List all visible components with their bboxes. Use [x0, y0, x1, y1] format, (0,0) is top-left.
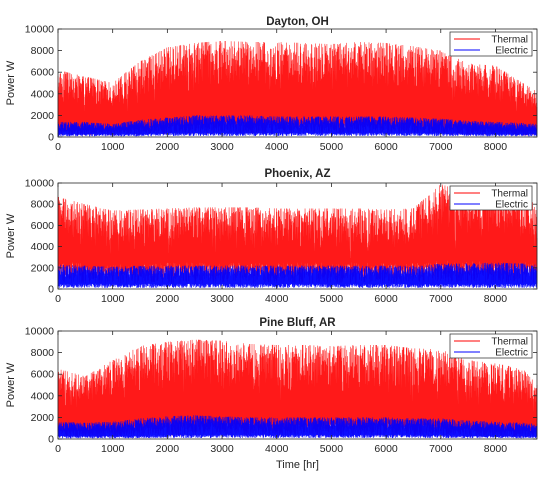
legend-label: Thermal	[491, 337, 528, 348]
y-tick-label: 2000	[31, 262, 55, 274]
y-tick-label: 2000	[31, 110, 55, 122]
legend-box	[449, 333, 533, 359]
panel-pine-bluff: Pine Bluff, AR Power W Time [hr] 0 1000 20…	[5, 317, 538, 471]
y-tick-label: 6000	[31, 369, 55, 381]
series-thermal	[57, 339, 538, 438]
series-traces	[57, 339, 538, 439]
x-tick-label: 3000	[210, 141, 234, 153]
y-axis-label: Power W	[5, 60, 17, 105]
x-tick-label: 7000	[429, 293, 453, 305]
y-tick-label: 10000	[25, 24, 54, 36]
x-tick-label: 4000	[265, 293, 289, 305]
series-electric	[57, 415, 538, 439]
series-electric	[57, 262, 538, 288]
y-tick-label: 0	[48, 284, 54, 296]
panel-dayton: Dayton, OH Power W 0 1000 2000 3000 4000 5000…	[5, 16, 538, 153]
y-axis-label: Power W	[5, 362, 17, 407]
y-tick-label: 8000	[31, 45, 55, 57]
x-tick-label: 3000	[210, 293, 234, 305]
panel-phoenix: Phoenix, AZ Power W 0 1000 2000 3000 4000 500…	[5, 168, 538, 305]
legend-box	[449, 185, 533, 211]
legend-label: Thermal	[491, 35, 528, 46]
x-tick-label: 4000	[265, 141, 289, 153]
x-tick-label: 5000	[320, 443, 344, 455]
x-tick-label: 8000	[484, 141, 508, 153]
y-tick-label: 4000	[31, 241, 55, 253]
y-tick-label: 0	[48, 132, 54, 144]
x-tick-label: 3000	[210, 443, 234, 455]
x-tick-label: 0	[55, 443, 61, 455]
x-tick-label: 6000	[374, 293, 398, 305]
chart-title: Pine Bluff, AR	[259, 317, 336, 329]
axes: 0 1000 2000 3000 4000 5000 6000 7000 8000 0 2000 40…	[25, 24, 538, 153]
axes-box	[57, 330, 538, 440]
series-electric	[57, 115, 538, 137]
series-thermal	[57, 184, 538, 284]
y-tick-label: 8000	[31, 199, 55, 211]
x-tick-label: 2000	[156, 141, 180, 153]
series-traces	[57, 184, 538, 288]
y-tick-label: 6000	[31, 220, 55, 232]
x-tick-label: 1000	[101, 293, 125, 305]
x-tick-label: 8000	[484, 443, 508, 455]
series-thermal	[57, 40, 538, 136]
legend-label: Thermal	[491, 189, 528, 200]
legend-label: Electric	[495, 200, 528, 211]
y-axis-label: Power W	[5, 213, 17, 258]
x-tick-label: 0	[55, 141, 61, 153]
axes-box	[57, 182, 538, 290]
y-tick-label: 6000	[31, 67, 55, 79]
y-tick-label: 10000	[25, 326, 54, 338]
legend-label: Electric	[495, 348, 528, 359]
axes-box	[57, 28, 538, 138]
axes: 0 1000 2000 3000 4000 5000 6000 7000 8000 0 2000 40…	[25, 178, 538, 305]
y-tick-label: 10000	[25, 178, 54, 190]
x-tick-label: 6000	[374, 141, 398, 153]
x-tick-label: 7000	[429, 443, 453, 455]
chart-title: Dayton, OH	[266, 16, 329, 28]
x-tick-label: 5000	[320, 141, 344, 153]
x-tick-label: 5000	[320, 293, 344, 305]
y-tick-label: 2000	[31, 412, 55, 424]
chart-title: Phoenix, AZ	[264, 168, 330, 180]
x-tick-label: 1000	[101, 443, 125, 455]
x-axis-label: Time [hr]	[276, 459, 319, 471]
y-tick-label: 8000	[31, 347, 55, 359]
legend-label: Electric	[495, 46, 528, 57]
x-tick-label: 8000	[484, 293, 508, 305]
y-tick-label: 0	[48, 434, 54, 446]
y-tick-label: 4000	[31, 88, 55, 100]
x-tick-label: 2000	[156, 443, 180, 455]
series-traces	[57, 40, 538, 137]
x-tick-label: 1000	[101, 141, 125, 153]
legend-box	[449, 31, 533, 57]
x-tick-label: 7000	[429, 141, 453, 153]
x-tick-label: 4000	[265, 443, 289, 455]
axes: 0 1000 2000 3000 4000 5000 6000 7000 8000 0 2000 40…	[25, 326, 538, 455]
x-tick-label: 6000	[374, 443, 398, 455]
x-tick-label: 2000	[156, 293, 180, 305]
x-tick-label: 0	[55, 293, 61, 305]
y-tick-label: 4000	[31, 390, 55, 402]
